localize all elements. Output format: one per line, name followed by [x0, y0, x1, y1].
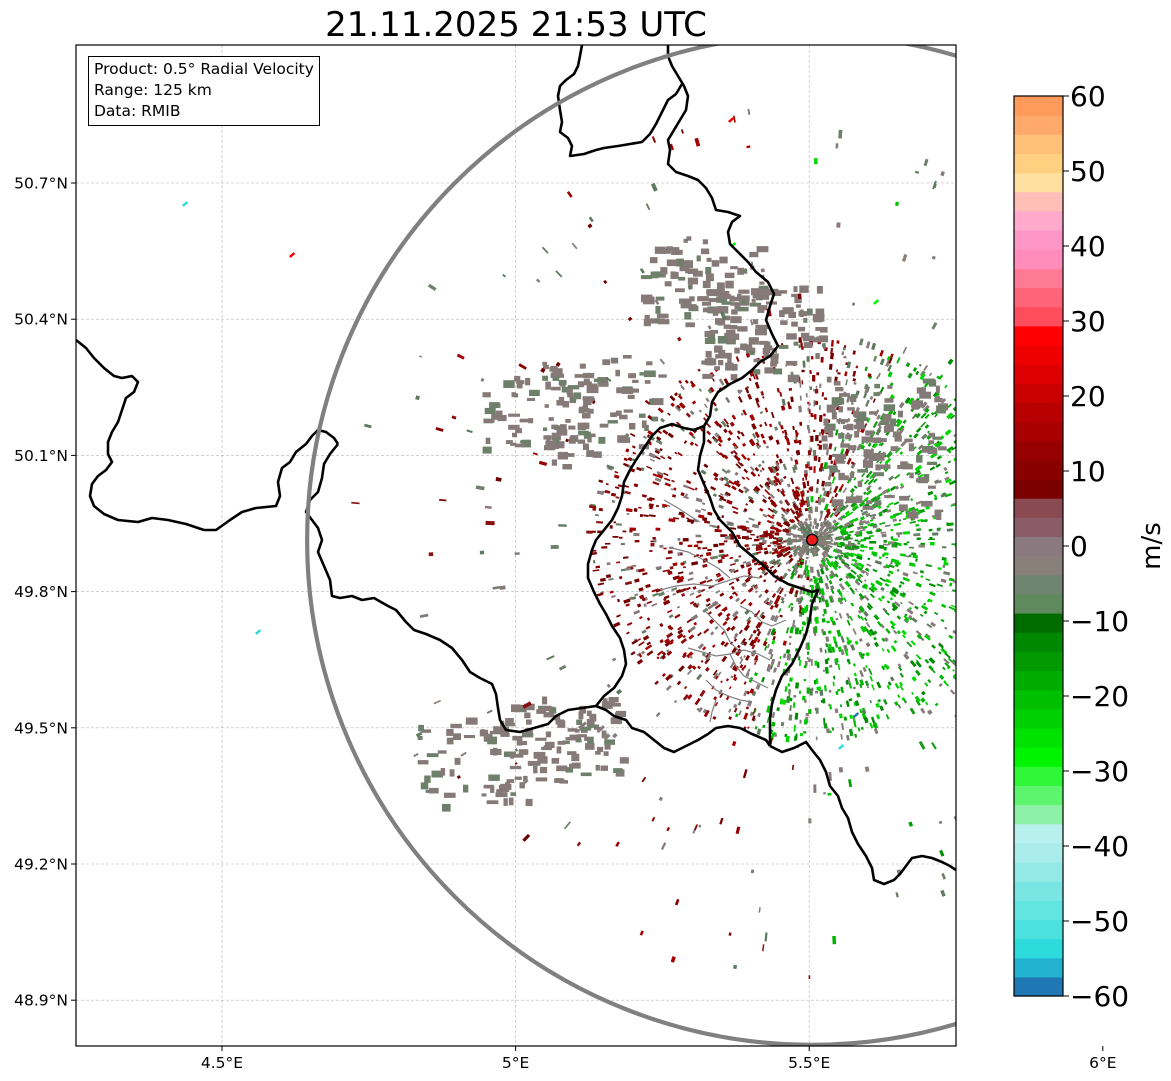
- luxembourg-cantons: [659, 499, 787, 723]
- longitude-ticks: 4.5°E5°E5.5°E6°E6.5°E: [201, 1046, 1117, 1072]
- map-title: 21.11.2025 21:53 UTC: [325, 5, 707, 45]
- radar-site-marker[interactable]: [805, 533, 819, 546]
- border-luxembourg-germany: [696, 426, 820, 746]
- border-germany-france-east: [769, 740, 956, 886]
- tick-label-lat: 50.4°N: [14, 311, 68, 329]
- tick-label-lat: 50.1°N: [14, 447, 68, 465]
- tick-label-lat: 49.2°N: [14, 856, 68, 874]
- tick-label-lon: 6°E: [1089, 1054, 1116, 1072]
- tick-label-lat: 49.5°N: [14, 719, 68, 737]
- tick-label-lat: 48.9°N: [14, 992, 68, 1010]
- border-belgium-luxembourg: [586, 45, 780, 707]
- tick-label-lat: 50.7°N: [14, 175, 68, 193]
- velocity-echoes: [182, 108, 956, 979]
- info-range: Range: 125 km: [94, 81, 212, 99]
- border-belgium-france-ardennes: [304, 443, 772, 754]
- range-ring: [305, 45, 956, 1046]
- tick-label-lon: 4.5°E: [201, 1054, 243, 1072]
- product-info-box: Product: 0.5° Radial Velocity Range: 125…: [88, 56, 320, 126]
- country-borders: [76, 45, 956, 886]
- info-data: Data: RMIB: [94, 102, 181, 120]
- tick-label-lon: 5.5°E: [788, 1054, 830, 1072]
- tick-label-lon: 5°E: [502, 1054, 529, 1072]
- info-product: Product: 0.5° Radial Velocity: [94, 60, 314, 78]
- tick-label-lat: 49.8°N: [14, 583, 68, 601]
- border-france-belgium-west: [76, 338, 340, 532]
- latitude-ticks: 50.7°N 50.4°N 50.1°N 49.8°N 49.5°N 49.2°N 48.9…: [14, 175, 76, 1010]
- border-north: [556, 45, 684, 158]
- lat-lon-grid: [76, 45, 956, 1046]
